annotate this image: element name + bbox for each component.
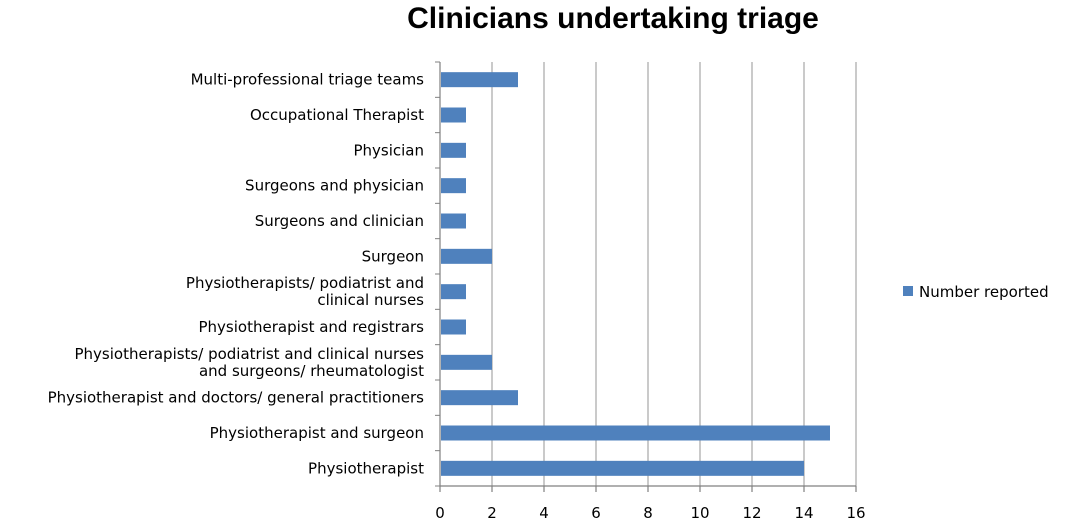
category-label: Physiotherapist: [308, 459, 424, 477]
bar: [441, 213, 466, 229]
x-tick-label: 4: [539, 504, 549, 522]
category-label: Physiotherapist and doctors/ general pra…: [48, 389, 425, 407]
category-labels: Multi-professional triage teams Occupatio…: [48, 71, 425, 478]
category-label: Surgeons and clinician: [255, 212, 424, 230]
legend-swatch: [903, 286, 913, 296]
x-tick-label: 8: [643, 504, 653, 522]
bar: [441, 142, 466, 158]
bar: [441, 460, 804, 476]
bar: [441, 390, 518, 406]
bar: [441, 354, 492, 370]
bar: [441, 72, 518, 88]
x-tick-label: 6: [591, 504, 601, 522]
x-tick-label: 16: [846, 504, 865, 522]
bar: [441, 178, 466, 194]
category-label: Surgeons and physician: [245, 177, 424, 195]
category-label: Surgeon: [362, 247, 424, 265]
category-label: Occupational Therapist: [250, 106, 424, 124]
bar: [441, 248, 492, 264]
category-label: Multi-professional triage teams: [191, 71, 425, 89]
x-tick-label: 14: [794, 504, 813, 522]
gridlines: [435, 61, 857, 492]
x-tick-label: 2: [487, 504, 497, 522]
x-tick-label: 10: [690, 504, 709, 522]
category-label: Physiotherapist and surgeon: [210, 424, 424, 442]
category-label: Physiotherapists/ podiatrist and clinica…: [74, 345, 424, 380]
bar: [441, 107, 466, 123]
x-tick-label: 0: [435, 504, 445, 522]
x-tick-labels: 0 2 4 6 8 10 12 14 16: [435, 504, 865, 522]
legend-label: Number reported: [919, 283, 1049, 301]
bar: [441, 425, 830, 441]
x-tick-label: 12: [742, 504, 761, 522]
bars: [441, 72, 830, 476]
bar: [441, 319, 466, 335]
bar: [441, 284, 466, 300]
category-label: Physician: [353, 141, 424, 159]
category-label: Physiotherapists/ podiatrist and clinical…: [186, 274, 424, 309]
category-label: Physiotherapist and registrars: [199, 318, 425, 336]
chart-title: Clinicians undertaking triage: [407, 2, 819, 35]
legend: Number reported: [903, 283, 1049, 301]
